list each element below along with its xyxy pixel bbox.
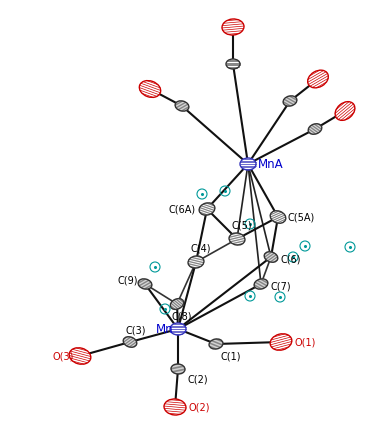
Text: O(3): O(3) <box>52 351 73 361</box>
Ellipse shape <box>270 334 292 351</box>
Ellipse shape <box>283 97 297 107</box>
Text: Mn: Mn <box>156 323 174 336</box>
Ellipse shape <box>199 203 215 216</box>
Ellipse shape <box>139 81 161 98</box>
Ellipse shape <box>138 279 152 290</box>
Text: C(3): C(3) <box>125 325 145 335</box>
Text: C(7): C(7) <box>271 281 292 291</box>
Ellipse shape <box>308 124 322 135</box>
Ellipse shape <box>164 399 186 415</box>
Ellipse shape <box>175 102 189 112</box>
Text: C(4): C(4) <box>191 243 211 253</box>
Text: C(6A): C(6A) <box>169 204 196 215</box>
Text: MnA: MnA <box>258 158 284 171</box>
Ellipse shape <box>170 299 184 310</box>
Ellipse shape <box>123 337 137 348</box>
Text: O(2): O(2) <box>189 402 210 412</box>
Ellipse shape <box>222 20 244 36</box>
Ellipse shape <box>308 71 328 89</box>
Ellipse shape <box>170 323 186 335</box>
Ellipse shape <box>264 252 278 263</box>
Ellipse shape <box>240 158 256 170</box>
Text: O(1): O(1) <box>295 337 316 347</box>
Ellipse shape <box>335 102 355 121</box>
Text: C(1): C(1) <box>221 351 241 361</box>
Text: C(5): C(5) <box>232 221 253 230</box>
Ellipse shape <box>171 364 185 374</box>
Text: C(6): C(6) <box>281 254 301 265</box>
Text: C(8): C(8) <box>172 311 193 321</box>
Ellipse shape <box>229 233 245 245</box>
Text: C(9): C(9) <box>117 275 138 285</box>
Text: C(2): C(2) <box>188 374 208 384</box>
Ellipse shape <box>188 256 204 268</box>
Ellipse shape <box>69 348 91 364</box>
Ellipse shape <box>270 211 286 224</box>
Text: C(5A): C(5A) <box>288 213 315 222</box>
Ellipse shape <box>254 279 268 290</box>
Ellipse shape <box>209 339 223 349</box>
Ellipse shape <box>226 60 240 70</box>
